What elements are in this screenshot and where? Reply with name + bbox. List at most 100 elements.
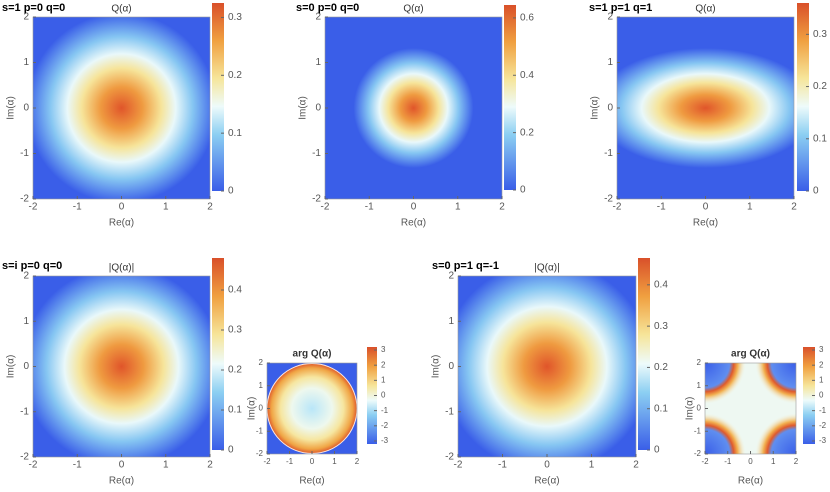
x-tick-label: 0 xyxy=(748,457,753,466)
density-corner xyxy=(755,363,796,404)
y-tick-label: -1 xyxy=(256,426,264,435)
panel-label: s=0 p=1 q=-1 xyxy=(432,260,499,272)
x-axis-label: Re(α) xyxy=(534,476,559,487)
colorbar-tick-label: -2 xyxy=(819,421,827,430)
x-tick-label: 0 xyxy=(310,457,315,466)
x-tick-label: 1 xyxy=(332,457,337,466)
density-peak xyxy=(33,276,210,457)
x-tick-label: 2 xyxy=(633,460,639,471)
colorbar-tick-label: 0.3 xyxy=(654,321,668,332)
y-tick-label: 2 xyxy=(448,271,454,282)
colorbar-tick-label: -3 xyxy=(819,436,827,445)
x-tick-label: 1 xyxy=(163,460,169,471)
density xyxy=(617,17,794,199)
x-tick-label: -1 xyxy=(657,202,666,213)
panel-label: s=1 p=1 q=1 xyxy=(589,2,652,14)
x-tick-label: 2 xyxy=(791,202,797,213)
y-tick-label: 0 xyxy=(23,103,29,114)
x-axis-label: Re(α) xyxy=(401,218,426,229)
colorbar-tick-label: 0.4 xyxy=(654,279,668,290)
density-corner xyxy=(755,413,796,454)
panel-label: s=0 p=0 q=0 xyxy=(296,2,359,14)
colorbar-tick-label: 0.1 xyxy=(228,128,242,139)
x-tick-label: -1 xyxy=(498,460,507,471)
panel: -2 -1 0 1 2 -2 -1 0 1 2 Re(α) Im(α) |Q(α)| s=0 p=1 q=… xyxy=(431,258,668,487)
colorbar-tick-label: 0.2 xyxy=(520,127,534,138)
x-axis-label: Re(α) xyxy=(109,218,134,229)
x-axis-label: Re(α) xyxy=(299,476,324,487)
y-tick-label: -2 xyxy=(312,194,321,205)
x-tick-label: 1 xyxy=(163,202,169,213)
colorbar-tick-label: 2 xyxy=(819,360,824,369)
colorbar-tick-label: 2 xyxy=(381,360,386,369)
x-axis-label: Re(α) xyxy=(109,476,134,487)
colorbar xyxy=(367,347,377,444)
y-tick-label: -1 xyxy=(20,148,29,159)
x-tick-label: -2 xyxy=(263,457,271,466)
y-axis-label: Im(α) xyxy=(298,96,309,120)
x-tick-label: 0 xyxy=(544,460,550,471)
y-tick-label: 0 xyxy=(448,361,454,372)
plot-title: arg Q(α) xyxy=(293,349,332,360)
density-peak xyxy=(353,48,474,168)
colorbar-tick-label: 0.3 xyxy=(228,325,242,336)
panel: -2 -1 0 1 2 -2 -1 0 1 2 Re(α) Im(α) |Q(α)| s=i p=0 q=… xyxy=(2,258,242,487)
colorbar-tick-label: 0.6 xyxy=(520,13,534,24)
x-tick-label: 0 xyxy=(119,460,125,471)
y-tick-label: -2 xyxy=(20,194,29,205)
colorbar-tick-label: -2 xyxy=(381,421,389,430)
colorbar xyxy=(504,5,516,190)
plot-title: |Q(α)| xyxy=(109,263,134,274)
x-tick-label: 2 xyxy=(207,202,213,213)
colorbar-tick-label: 0.3 xyxy=(228,12,242,23)
y-tick-label: 1 xyxy=(697,381,702,390)
panel: -2 -1 0 1 2 -2 -1 0 1 2 Re(α) Im(α) Q(α) s=0 p=0 q=0 0… xyxy=(296,2,534,229)
x-tick-label: 2 xyxy=(207,460,213,471)
density xyxy=(458,276,636,457)
x-tick-label: 0 xyxy=(703,202,709,213)
colorbar-tick-label: 1 xyxy=(819,375,824,384)
density xyxy=(33,276,210,457)
plot-title: Q(α) xyxy=(695,4,715,15)
density xyxy=(705,363,796,454)
colorbar-tick-label: 0.2 xyxy=(228,70,242,81)
density xyxy=(267,363,357,454)
y-tick-label: 1 xyxy=(607,57,613,68)
y-tick-label: 2 xyxy=(23,271,29,282)
x-tick-label: -2 xyxy=(701,457,709,466)
x-tick-label: -1 xyxy=(73,202,82,213)
colorbar-tick-label: 0.1 xyxy=(813,133,827,144)
y-tick-label: 2 xyxy=(697,358,702,367)
y-tick-label: -1 xyxy=(694,426,702,435)
colorbar-tick-label: -1 xyxy=(819,406,827,415)
y-tick-label: 0 xyxy=(259,404,264,413)
panel: -2 -1 0 1 2 -2 -1 0 1 2 Re(α) Im(α) arg Q(α) -3 -2 -1 0 1… xyxy=(685,345,827,487)
x-tick-label: 1 xyxy=(589,460,595,471)
y-tick-label: -2 xyxy=(20,452,29,463)
y-tick-label: 0 xyxy=(607,103,613,114)
x-tick-label: 2 xyxy=(794,457,799,466)
x-tick-label: -2 xyxy=(29,202,38,213)
panel: -2 -1 0 1 2 -2 -1 0 1 2 Re(α) Im(α) Q(α) s=1 p=1 q=1 0… xyxy=(589,2,827,229)
colorbar-tick-label: 0.4 xyxy=(520,70,534,81)
colorbar xyxy=(803,347,815,444)
y-axis-label: Im(α) xyxy=(6,355,17,379)
y-tick-label: 2 xyxy=(315,12,321,23)
x-tick-label: -1 xyxy=(365,202,374,213)
y-tick-label: -2 xyxy=(445,452,454,463)
colorbar-tick-label: 0.2 xyxy=(813,81,827,92)
density xyxy=(325,17,502,199)
x-tick-label: -2 xyxy=(613,202,622,213)
y-axis-label: Im(α) xyxy=(431,355,442,379)
colorbar-tick-label: 0 xyxy=(228,445,234,456)
density xyxy=(33,17,210,199)
x-tick-label: 1 xyxy=(455,202,461,213)
colorbar xyxy=(212,3,224,191)
panel: -2 -1 0 1 2 -2 -1 0 1 2 Re(α) Im(α) arg Q(α) -3 -2 -1 0 1… xyxy=(247,345,389,487)
x-axis-label: Re(α) xyxy=(738,476,763,487)
y-tick-label: 1 xyxy=(23,316,29,327)
y-tick-label: 2 xyxy=(607,12,613,23)
panel-label: s=1 p=0 q=0 xyxy=(2,2,65,14)
panel: -2 -1 0 1 2 -2 -1 0 1 2 Re(α) Im(α) Q(α) s=1 p=0 q=0 0… xyxy=(2,2,242,229)
